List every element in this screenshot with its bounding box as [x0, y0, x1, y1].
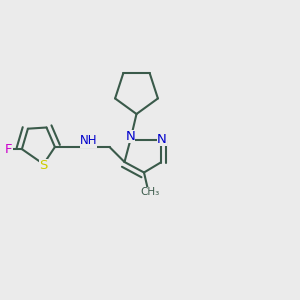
Text: NH: NH — [80, 134, 97, 148]
Text: S: S — [39, 159, 48, 172]
Text: CH₃: CH₃ — [140, 187, 160, 197]
Text: F: F — [5, 142, 13, 156]
Text: N: N — [126, 130, 135, 143]
Text: N: N — [157, 133, 167, 146]
